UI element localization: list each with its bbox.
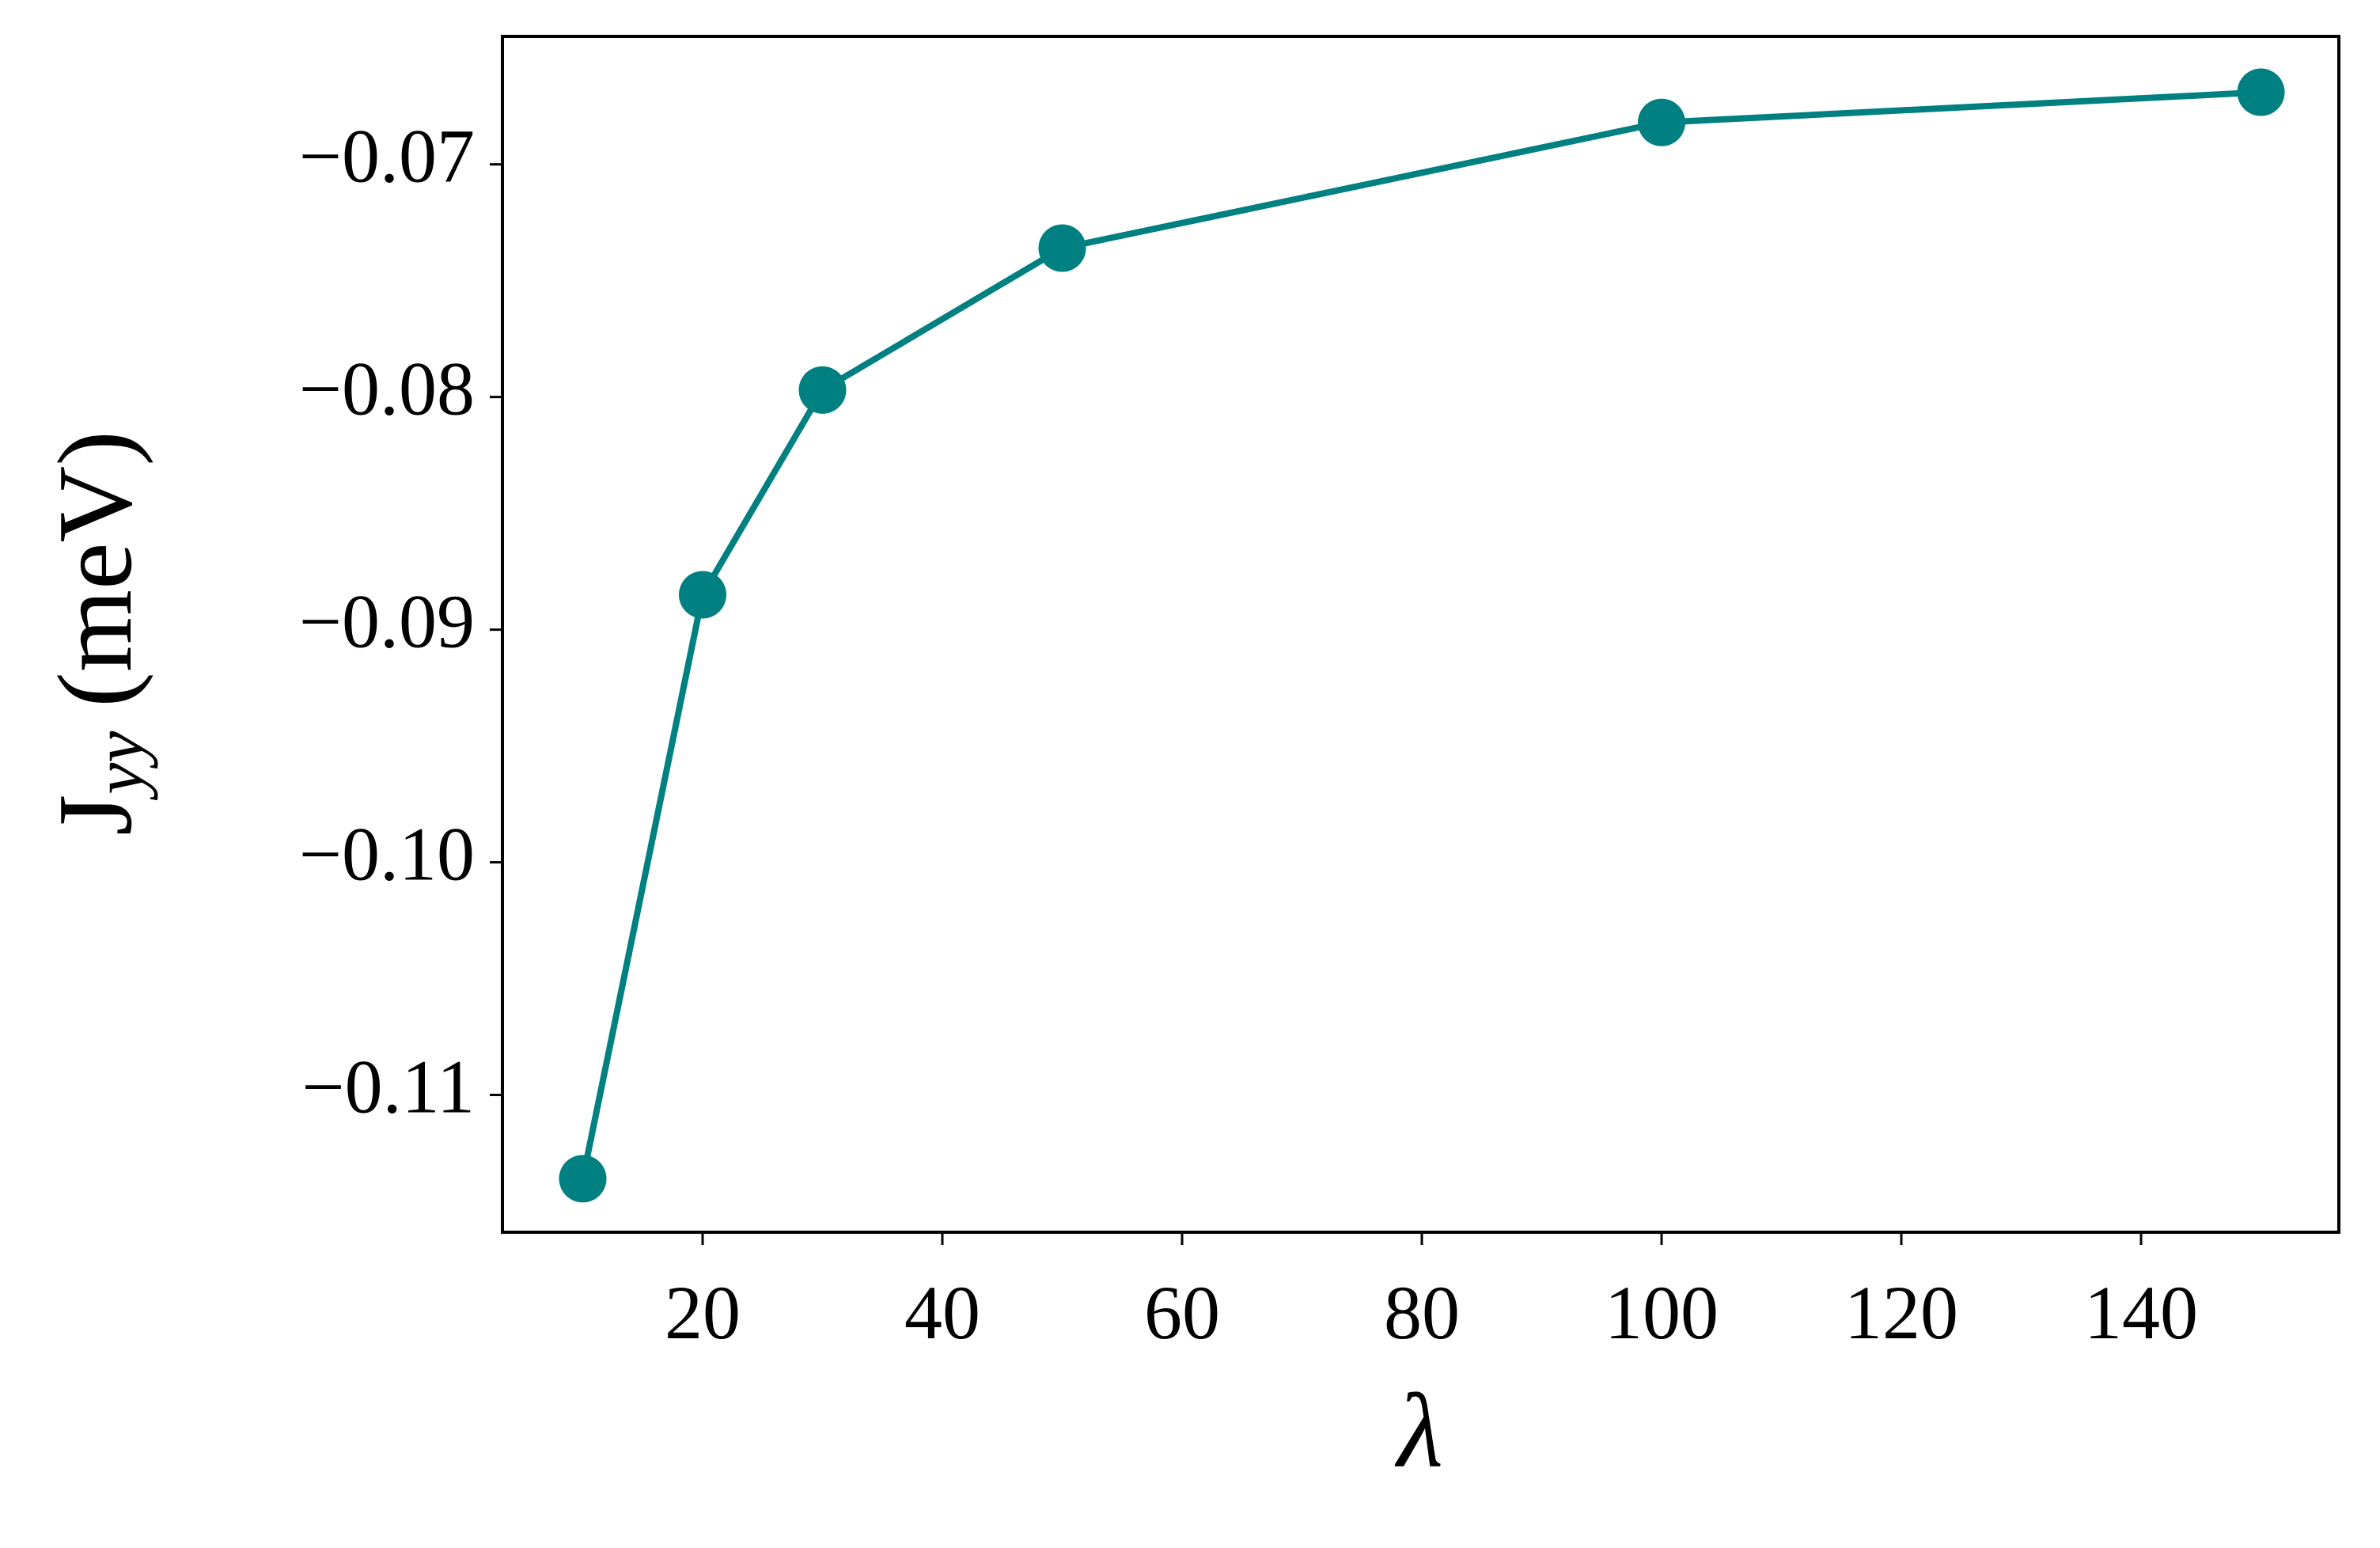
data-point [1638, 98, 1686, 146]
data-line [579, 89, 2261, 1180]
y-tick-label: −0.07 [299, 114, 475, 199]
y-label-sub: yy [80, 731, 158, 801]
x-tick-label: 20 [665, 1270, 741, 1355]
data-point [798, 366, 847, 414]
y-label-main: J [36, 795, 153, 836]
x-tick-label: 80 [1384, 1270, 1460, 1355]
x-tick-label: 120 [1844, 1270, 1958, 1355]
data-point [559, 1155, 607, 1203]
y-label-unit: (meV) [36, 431, 153, 708]
x-tick-label: 60 [1144, 1270, 1220, 1355]
data-point [1038, 224, 1086, 272]
x-tick-label: 140 [2084, 1270, 2198, 1355]
x-tick-label: 100 [1605, 1270, 1719, 1355]
x-axis-label: λ [1394, 1372, 1443, 1489]
y-tick-label: −0.08 [299, 347, 475, 431]
y-tick-label: −0.10 [299, 812, 475, 897]
data-point [2237, 68, 2285, 116]
x-tick-label: 40 [904, 1270, 980, 1355]
data-point [679, 571, 727, 619]
y-tick-label: −0.09 [299, 579, 475, 664]
y-tick-label: −0.11 [301, 1045, 475, 1129]
y-axis-label: Jyy (meV) [36, 431, 158, 836]
plot-frame [501, 35, 2340, 1234]
